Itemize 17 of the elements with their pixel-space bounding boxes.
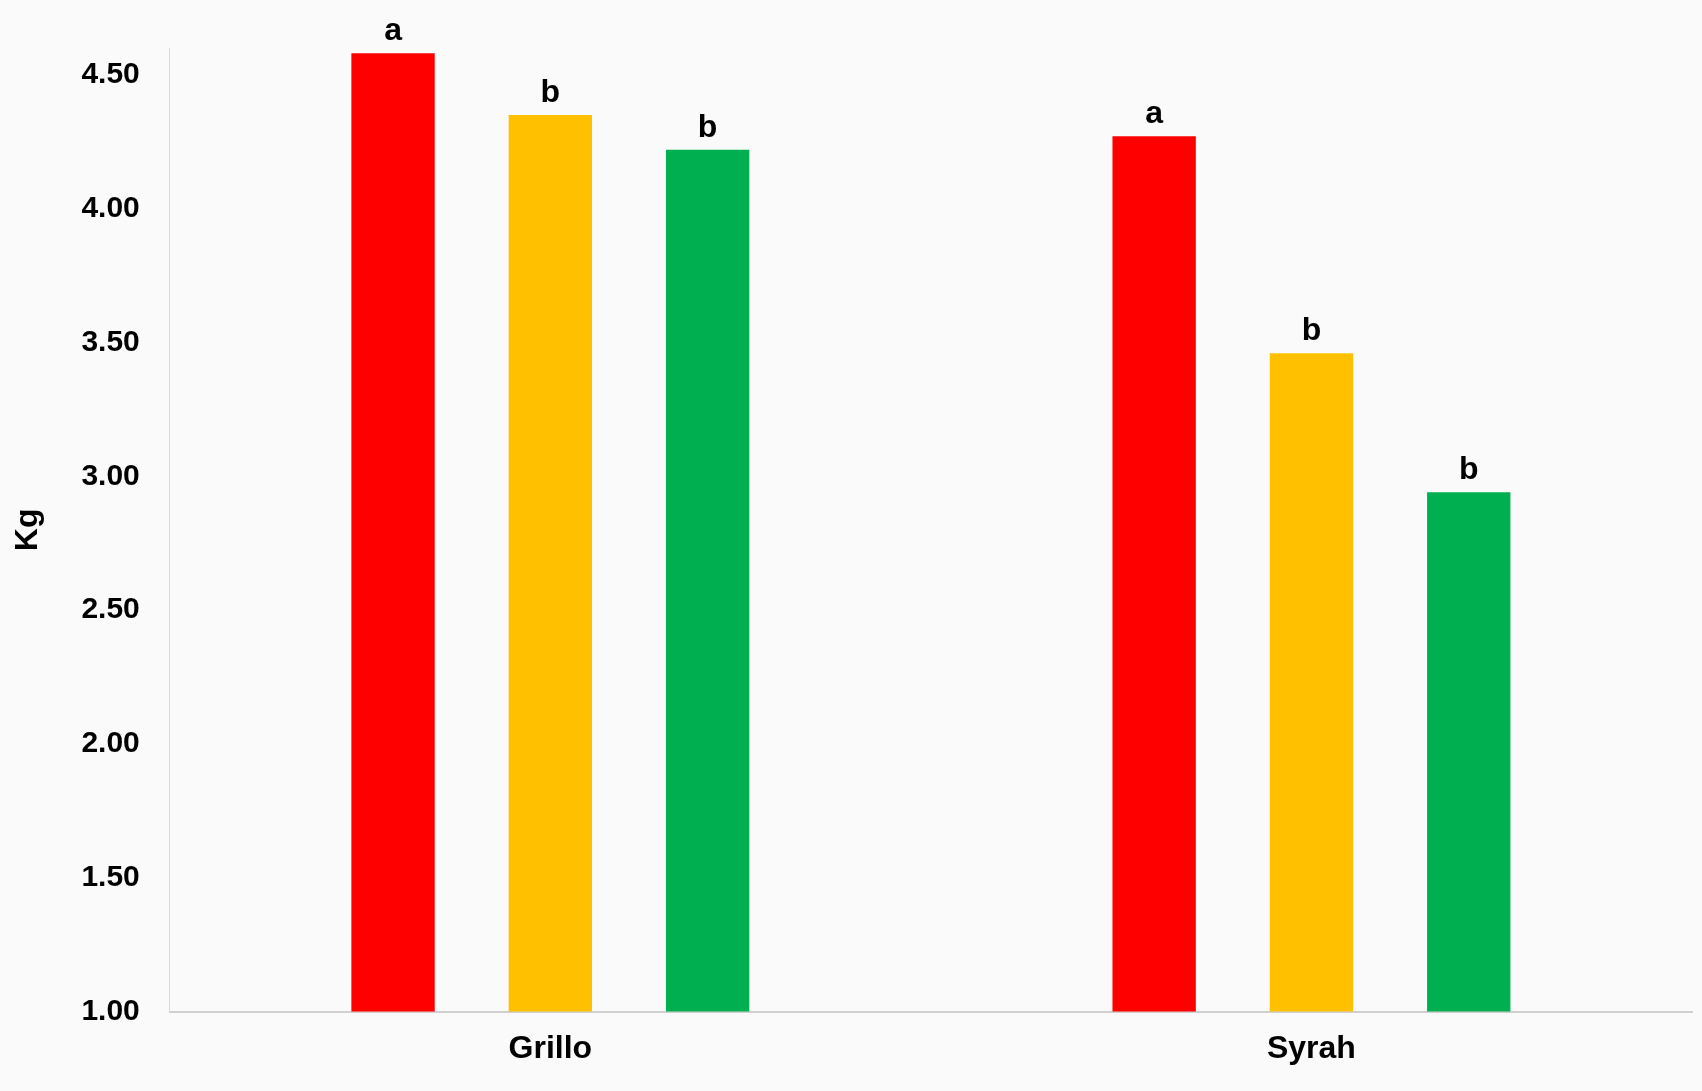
y-tick-label: 3.50 bbox=[81, 323, 140, 357]
data-label: b bbox=[1301, 310, 1322, 347]
data-label: b bbox=[697, 107, 718, 144]
y-tick-label: 1.50 bbox=[81, 859, 140, 893]
y-tick-label: 2.50 bbox=[81, 591, 140, 625]
data-label: b bbox=[540, 72, 561, 109]
data-label: a bbox=[384, 11, 403, 48]
data-label: a bbox=[1145, 94, 1164, 131]
y-tick-label: 1.00 bbox=[81, 992, 140, 1026]
y-tick-label: 2.00 bbox=[81, 725, 140, 759]
y-axis-title: Kg bbox=[8, 508, 45, 552]
y-tick-label: 4.00 bbox=[81, 189, 140, 223]
y-tick-label: 4.50 bbox=[81, 56, 140, 90]
x-tick-label: Grillo bbox=[508, 1028, 593, 1065]
x-tick-label: Syrah bbox=[1266, 1028, 1356, 1065]
data-label: b bbox=[1458, 450, 1479, 487]
y-tick-label: 3.00 bbox=[81, 457, 140, 491]
